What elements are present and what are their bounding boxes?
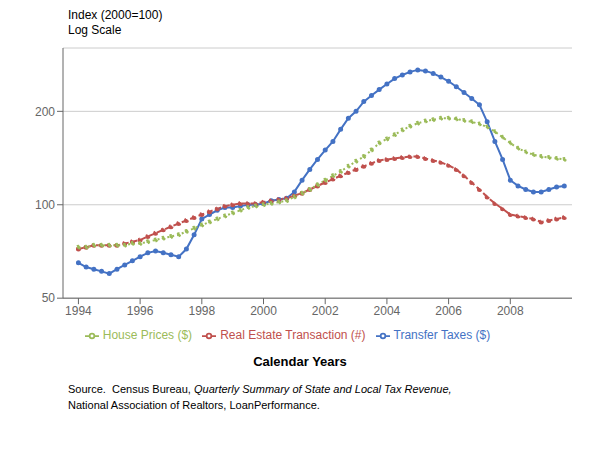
svg-text:1998: 1998 (188, 304, 215, 318)
html-text:National Association of Realto: National Association of Realtors, LoanPe… (68, 399, 320, 411)
svg-text:1996: 1996 (127, 304, 154, 318)
html-text:Real Estate Transaction (#): Real Estate Transaction (#) (220, 328, 366, 343)
svg-text:2000: 2000 (250, 304, 277, 318)
html-text:Source. Census Bureau, Quarter: Source. Census Bureau, Quarterly Summary… (68, 383, 452, 395)
svg-text:2004: 2004 (374, 304, 401, 318)
html-text:Log Scale: Log Scale (68, 23, 122, 37)
svg-text:2006: 2006 (435, 304, 462, 318)
html-text:Transfer Taxes ($): Transfer Taxes ($) (393, 328, 491, 343)
html-text:House Prices ($): House Prices ($) (102, 328, 193, 343)
svg-text:1994: 1994 (65, 304, 92, 318)
svg-text:2008: 2008 (497, 304, 524, 318)
svg-text:200: 200 (35, 105, 55, 119)
html-text:Index (2000=100): Index (2000=100) (68, 8, 163, 22)
html-text:Calendar Years: Calendar Years (253, 354, 347, 369)
svg-text:2002: 2002 (312, 304, 339, 318)
svg-text:100: 100 (35, 198, 55, 212)
svg-text:50: 50 (42, 291, 56, 305)
